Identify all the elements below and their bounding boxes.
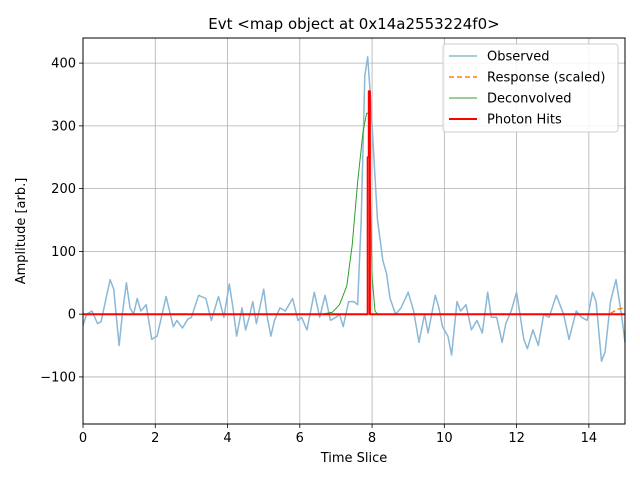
- y-axis-label: Amplitude [arb.]: [14, 178, 29, 285]
- y-tick-label: 200: [51, 182, 76, 197]
- series-line-observed: [82, 56, 626, 362]
- legend-label-deconvolved: Deconvolved: [487, 92, 572, 107]
- x-tick-label: 6: [296, 431, 304, 446]
- y-tick-label: 0: [68, 308, 76, 323]
- x-axis-label: Time Slice: [320, 451, 388, 466]
- series-line-deconvolved: [83, 112, 625, 315]
- x-tick-label: 10: [436, 431, 453, 446]
- legend-label-observed: Observed: [487, 50, 550, 65]
- y-tick-label: 400: [51, 57, 76, 72]
- x-tick-label: 14: [581, 431, 598, 446]
- x-tick-label: 8: [368, 431, 376, 446]
- plot-frame: [82, 37, 626, 425]
- chart-title: Evt <map object at 0x14a2553224f0>: [208, 15, 499, 33]
- legend-box: [442, 43, 619, 133]
- y-tick-label: −100: [40, 370, 76, 385]
- y-tick-label: 100: [51, 245, 76, 260]
- legend: Observed Response (scaled) Deconvolved Phot…: [442, 43, 619, 133]
- series-line-photon-hits: [83, 90, 625, 316]
- axis-ticks: 0 2 4 6 8 10 12 14 −100 0 100 200 300 400: [40, 57, 597, 446]
- legend-label-photon-hits: Photon Hits: [487, 113, 562, 128]
- series-layer: [82, 56, 626, 362]
- x-tick-label: 4: [223, 431, 231, 446]
- x-tick-label: 12: [508, 431, 525, 446]
- x-tick-label: 0: [79, 431, 87, 446]
- y-tick-label: 300: [51, 119, 76, 134]
- legend-label-response-scaled: Response (scaled): [487, 71, 605, 86]
- x-tick-label: 2: [151, 431, 159, 446]
- series-line-response-scaled: [83, 307, 626, 315]
